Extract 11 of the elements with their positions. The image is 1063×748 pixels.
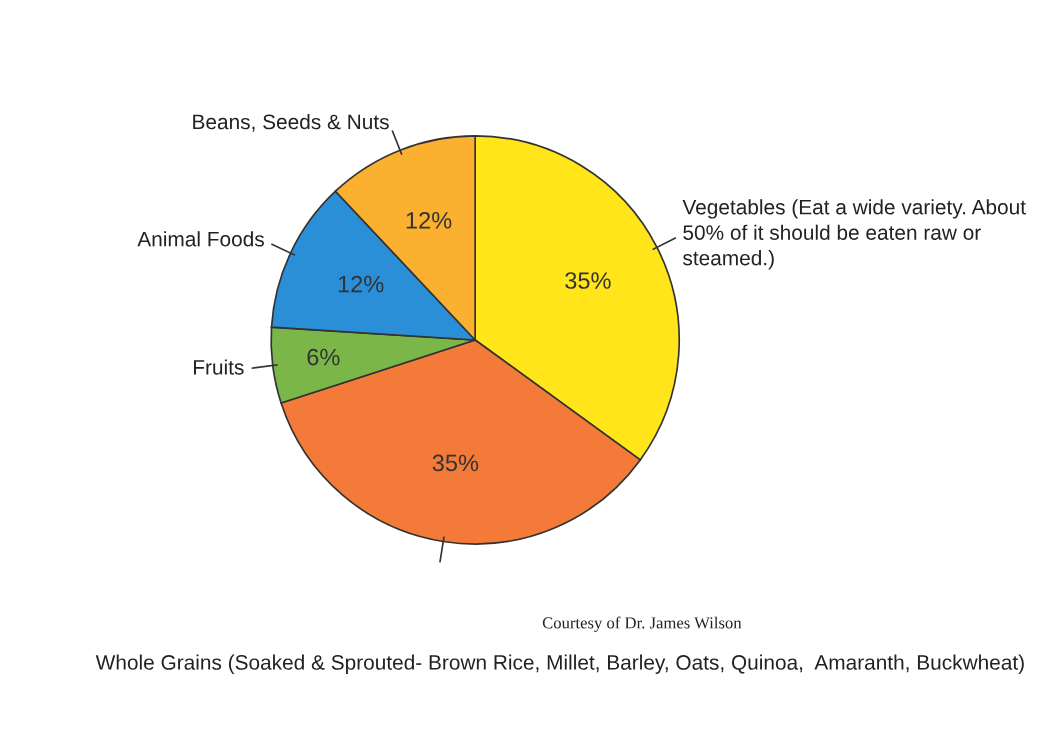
data-label: 35%: [432, 454, 479, 472]
slice-label: Animal Foods: [137, 231, 264, 247]
data-label: 12%: [406, 211, 452, 229]
slice-label: Vegetables (Eat a wide variety. About 50% of it should be eaten raw or steamed.): [682, 199, 1026, 270]
data-label: 6%: [307, 348, 340, 366]
slice-label: Beans, Seeds & Nuts: [193, 113, 389, 132]
slice-label: Fruits: [194, 359, 244, 375]
text: Courtesy of Dr. James Wilson: [542, 616, 742, 632]
data-label: 12%: [338, 275, 384, 293]
data-label: 35%: [565, 272, 611, 289]
slice-label: Whole Grains (Soaked & Sprouted- Brown Rice, Millet, Barley, Oats, Quinoa, Amaranth, Buckwheat): [95, 654, 1024, 674]
